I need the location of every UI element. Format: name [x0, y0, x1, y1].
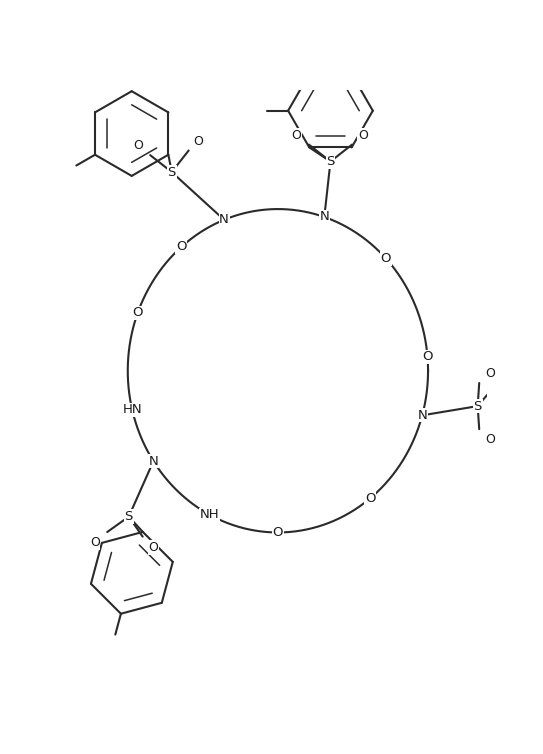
Text: O: O	[358, 129, 368, 142]
Text: S: S	[326, 155, 334, 168]
Text: O: O	[132, 306, 143, 319]
Text: S: S	[473, 400, 482, 412]
Text: N: N	[219, 213, 229, 226]
Text: O: O	[176, 241, 187, 253]
Text: HN: HN	[122, 403, 142, 416]
Text: O: O	[422, 350, 433, 363]
Text: O: O	[133, 139, 143, 152]
Text: O: O	[292, 129, 301, 142]
Text: S: S	[168, 166, 176, 179]
Text: N: N	[418, 409, 427, 421]
Text: O: O	[485, 434, 495, 446]
Text: S: S	[124, 510, 133, 523]
Text: O: O	[485, 367, 495, 380]
Text: N: N	[149, 455, 159, 467]
Text: O: O	[193, 135, 203, 148]
Text: N: N	[319, 210, 329, 223]
Text: NH: NH	[200, 508, 219, 521]
Text: O: O	[148, 541, 159, 554]
Text: O: O	[273, 526, 283, 539]
Text: O: O	[90, 536, 100, 550]
Text: O: O	[365, 492, 376, 504]
Text: O: O	[381, 252, 391, 265]
